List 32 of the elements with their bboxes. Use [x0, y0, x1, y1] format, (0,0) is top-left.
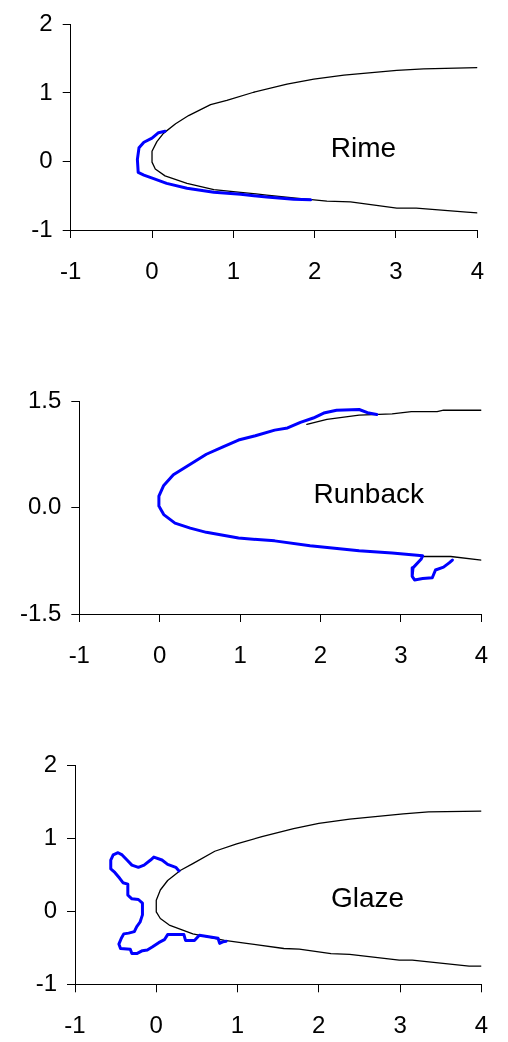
- x-tick-label: -1: [68, 641, 90, 669]
- y-tick-label: 0: [39, 146, 53, 174]
- x-tick-label: -1: [64, 1011, 86, 1039]
- annotation: Runback: [313, 478, 426, 510]
- x-tick-label: 1: [233, 641, 247, 669]
- y-tick-label: -1: [31, 214, 53, 242]
- x-tick-label: 3: [393, 1011, 407, 1039]
- x-tick-label: 2: [312, 1011, 326, 1039]
- y-tick-label: 0.0: [27, 492, 62, 520]
- y-tick-label: 1.5: [27, 385, 62, 413]
- x-tick-label: -1: [60, 257, 82, 285]
- x-tick-label: 1: [230, 1011, 245, 1039]
- x-tick-label: 3: [389, 257, 403, 285]
- y-tick-label: 2: [39, 9, 53, 37]
- x-tick-label: 4: [474, 1011, 489, 1039]
- x-tick-label: 4: [474, 641, 489, 669]
- y-tick-label: -1: [35, 968, 57, 996]
- x-tick-label: 0: [145, 257, 159, 285]
- y-tick-label: 1: [43, 822, 57, 850]
- y-tick-label: 2: [43, 749, 57, 777]
- y-tick-label: -1.5: [19, 598, 62, 626]
- y-tick-label: 0: [43, 895, 57, 923]
- x-tick-label: 4: [470, 257, 484, 285]
- x-tick-label: 0: [153, 641, 167, 669]
- y-tick-label: 1: [39, 77, 53, 105]
- x-tick-label: 2: [307, 257, 322, 285]
- x-tick-label: 0: [149, 1011, 163, 1039]
- annotation: Rime: [330, 132, 397, 164]
- x-tick-label: 2: [313, 641, 328, 669]
- x-tick-label: 3: [394, 641, 408, 669]
- annotation: Glaze: [330, 881, 405, 913]
- x-tick-label: 1: [226, 257, 241, 285]
